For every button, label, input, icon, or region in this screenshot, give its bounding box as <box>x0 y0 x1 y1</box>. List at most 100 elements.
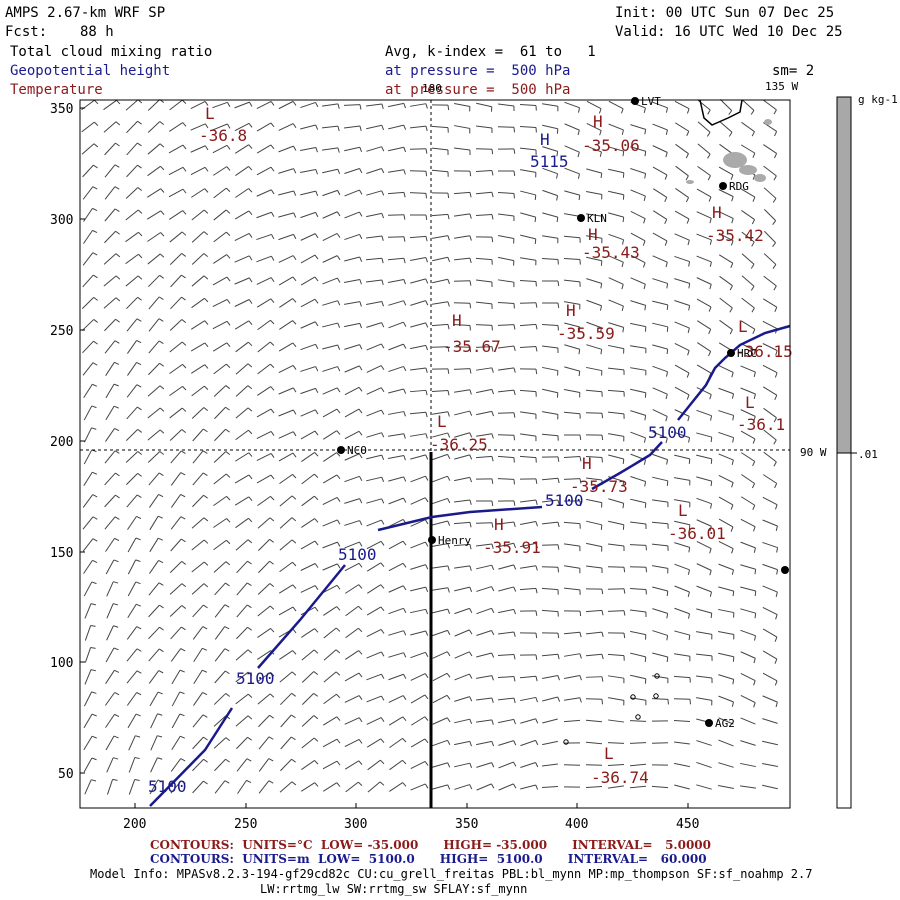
wind-barb <box>388 300 404 306</box>
wind-barb <box>410 497 426 505</box>
wind-barb-flag <box>534 194 537 200</box>
wind-barb-flag <box>114 340 120 344</box>
wind-barb-flag <box>159 604 164 609</box>
wind-barb-flag <box>774 658 778 664</box>
wind-barb <box>214 582 226 596</box>
wind-barb-flag <box>182 364 187 369</box>
wind-barb-flag <box>469 565 472 571</box>
wind-barb <box>410 541 426 549</box>
wind-barb <box>82 494 94 508</box>
wind-barb <box>388 497 404 505</box>
wind-barb <box>674 784 690 790</box>
wind-barb-flag <box>381 103 384 110</box>
wind-barb <box>192 494 204 508</box>
wind-barb <box>301 715 315 727</box>
wind-barb <box>169 341 183 353</box>
wind-barb <box>718 540 734 550</box>
wind-barb-flag <box>731 548 734 554</box>
wind-barb <box>409 192 427 194</box>
wind-barb-flag <box>754 569 757 575</box>
wind-barb-flag <box>315 388 319 394</box>
wind-barb <box>83 581 93 597</box>
wind-barb <box>300 276 316 286</box>
wind-barb <box>257 386 271 396</box>
wind-barb-flag <box>182 188 187 194</box>
wind-barb-flag <box>93 319 99 323</box>
wind-barb <box>607 742 625 744</box>
wind-barb-flag <box>446 695 451 700</box>
wind-barb <box>366 562 382 572</box>
wind-barb-flag <box>425 609 429 615</box>
wind-barb <box>82 340 94 354</box>
wind-barb-flag <box>469 257 472 264</box>
wind-barb-flag <box>134 778 140 781</box>
wind-barb <box>234 255 250 263</box>
wind-barb <box>453 324 471 326</box>
wind-barb-flag <box>358 386 363 392</box>
wind-barb <box>564 101 580 109</box>
wind-barb-flag <box>685 197 690 203</box>
wind-barb-flag <box>292 276 297 282</box>
extremum-value: -35.73 <box>570 477 628 496</box>
wind-barb <box>542 763 558 767</box>
wind-barb <box>323 430 337 440</box>
wind-barb-flag <box>403 236 406 242</box>
wind-barb <box>258 758 270 772</box>
wind-barb-flag <box>601 631 604 638</box>
svg-text:5100: 5100 <box>236 669 275 688</box>
wind-barb <box>410 651 426 659</box>
wind-barb-flag <box>179 669 185 673</box>
wind-barb <box>235 341 249 353</box>
wind-barb-flag <box>491 192 494 198</box>
wind-barb <box>674 255 690 263</box>
wind-barb <box>585 389 603 393</box>
wind-barb-flag <box>336 606 341 611</box>
wind-barb <box>83 405 93 421</box>
wind-barb <box>212 320 228 330</box>
wind-barb <box>475 257 493 261</box>
wind-barb-flag <box>424 497 429 503</box>
wind-barb-flag <box>157 757 163 760</box>
wind-barb <box>345 605 359 617</box>
wind-barb <box>213 495 227 507</box>
wind-barb <box>454 125 470 129</box>
wind-barb-flag <box>710 481 713 487</box>
wind-barb-flag <box>425 454 429 460</box>
wind-barb-flag <box>315 212 319 218</box>
wind-barb <box>432 453 448 461</box>
wind-barb <box>673 698 691 700</box>
wind-barb <box>344 211 360 219</box>
wind-barb-flag <box>248 299 253 304</box>
wind-barb-flag <box>469 719 473 725</box>
wind-barb-flag <box>136 361 142 366</box>
wind-barb <box>213 209 227 221</box>
wind-barb-flag <box>775 614 778 620</box>
wind-barb <box>454 213 470 217</box>
wind-barb <box>541 257 559 261</box>
wind-barb <box>126 692 138 706</box>
wind-barb-flag <box>688 283 691 289</box>
wind-barb <box>258 780 270 794</box>
wind-barb-flag <box>666 459 669 465</box>
wind-barb <box>608 123 624 131</box>
wind-barb-flag <box>313 692 318 697</box>
wind-barb <box>718 518 734 528</box>
wind-barb <box>432 543 448 547</box>
wind-barb-flag <box>226 123 231 129</box>
wind-barb <box>432 587 448 591</box>
wind-barb <box>741 474 755 484</box>
wind-barb <box>365 103 383 107</box>
wind-barb <box>674 741 690 745</box>
model-info: Model Info: MPASv8.2.3-194-gf29cd82c CU:… <box>90 867 813 881</box>
wind-barb <box>83 560 93 574</box>
wind-barb <box>476 630 492 636</box>
wind-barb <box>104 472 116 486</box>
wind-barb <box>171 669 181 685</box>
wind-barb-flag <box>270 453 275 458</box>
wind-barb-flag <box>313 737 319 742</box>
wind-barb <box>762 386 778 396</box>
wind-barb-flag <box>469 608 473 614</box>
wind-barb <box>586 542 602 548</box>
wind-barb <box>126 318 138 332</box>
wind-barb-flag <box>403 388 407 394</box>
